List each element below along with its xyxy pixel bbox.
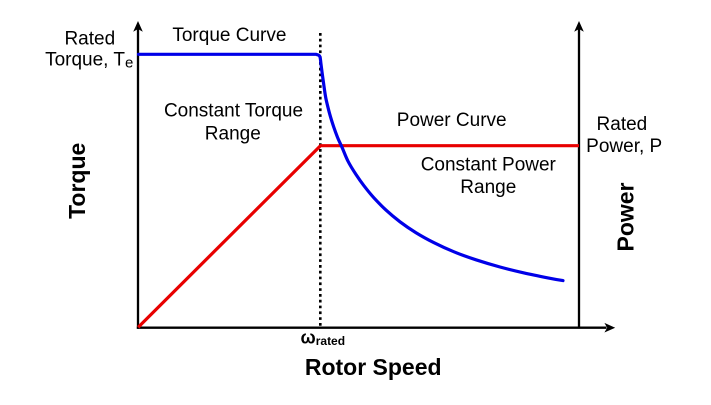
svg-text:Range: Range (460, 177, 516, 198)
svg-text:Torque: Torque (64, 143, 90, 219)
svg-text:Constant Torque: Constant Torque (164, 101, 303, 122)
svg-text:Power Curve: Power Curve (397, 110, 507, 131)
svg-text:Rated: Rated (64, 28, 115, 49)
svg-text:Power, P: Power, P (586, 136, 662, 157)
svg-text:Range: Range (205, 123, 261, 144)
svg-text:Torque Curve: Torque Curve (172, 25, 286, 46)
svg-text:Rotor Speed: Rotor Speed (305, 354, 442, 380)
svg-text:Torque, Te: Torque, Te (45, 49, 133, 71)
svg-text:Constant Power: Constant Power (421, 154, 557, 175)
svg-text:Power: Power (613, 182, 639, 251)
svg-text:Rated: Rated (597, 114, 648, 135)
